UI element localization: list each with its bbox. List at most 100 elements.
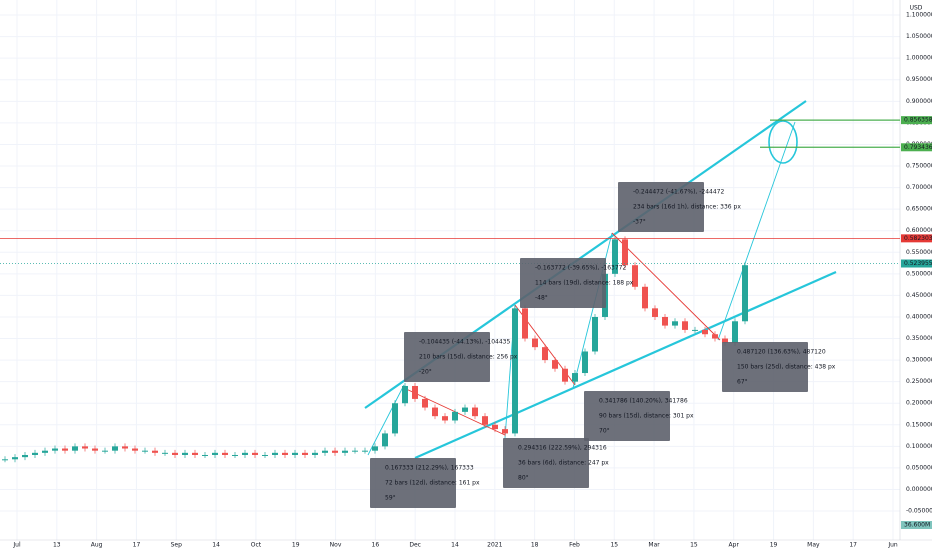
candle xyxy=(132,448,138,451)
currency-label: USD xyxy=(910,5,923,12)
candle xyxy=(422,398,428,408)
candle xyxy=(292,452,298,455)
measure-angle: -37° xyxy=(633,219,646,226)
x-tick-label: 19 xyxy=(292,542,300,549)
y-tick-label: 0.050000 xyxy=(906,464,932,471)
y-tick-label: 0.650000 xyxy=(906,206,932,213)
y-tick-label: 1.050000 xyxy=(906,33,932,40)
price-tag xyxy=(901,116,932,125)
candle xyxy=(82,446,88,449)
measure-bars: 90 bars (15d), distance: 301 px xyxy=(599,413,694,420)
x-tick-label: May xyxy=(807,542,820,549)
y-tick-label: 0.450000 xyxy=(906,292,932,299)
x-tick-label: Dec xyxy=(409,542,421,549)
x-tick-label: 18 xyxy=(531,542,539,549)
candle xyxy=(242,452,248,455)
candle xyxy=(272,452,278,455)
measure-price: -0.104435 (-44.13%), -104435 xyxy=(419,339,510,346)
price-tag-label: 0.793436 xyxy=(904,144,932,151)
y-tick-label: 0.000000 xyxy=(906,486,932,493)
measure-angle: 70° xyxy=(599,428,610,435)
measure-box xyxy=(520,258,606,308)
y-tick-label: 0.500000 xyxy=(906,270,932,277)
measure-box xyxy=(584,391,670,441)
candle xyxy=(662,316,668,326)
y-tick-label: 0.250000 xyxy=(906,378,932,385)
candle xyxy=(492,424,498,430)
x-tick-label: 14 xyxy=(451,542,459,549)
measure-angle: 59° xyxy=(385,495,396,502)
candle xyxy=(722,338,728,343)
candle xyxy=(562,368,568,382)
candle xyxy=(612,239,618,274)
price-tag-label: 0.856358 xyxy=(904,117,932,124)
measure-box xyxy=(722,342,808,392)
y-tick-label: 0.300000 xyxy=(906,357,932,364)
x-tick-label: Sep xyxy=(171,542,183,549)
candle xyxy=(42,450,48,453)
candle xyxy=(632,265,638,287)
candle xyxy=(402,385,408,404)
measure-line xyxy=(717,121,796,341)
candle xyxy=(682,321,688,330)
candle xyxy=(642,286,648,309)
measure-box xyxy=(370,458,456,508)
measure-angle: 67° xyxy=(737,379,748,386)
y-tick-label: 0.900000 xyxy=(906,98,932,105)
y-tick-label: 0.400000 xyxy=(906,313,932,320)
volume-tag xyxy=(901,521,932,529)
candle xyxy=(192,452,198,455)
measure-bars: 234 bars (16d 1h), distance: 336 px xyxy=(633,204,741,211)
candle xyxy=(572,373,578,382)
candle xyxy=(512,308,518,434)
measure-price: 0.341786 (140.20%), 341786 xyxy=(599,398,688,405)
measure-price: 0.167333 (212.29%), 167333 xyxy=(385,465,474,472)
candle xyxy=(102,450,108,452)
candle xyxy=(12,457,18,460)
x-tick-label: 15 xyxy=(610,542,618,549)
candle xyxy=(652,308,658,317)
candle xyxy=(412,385,418,399)
y-tick-label: 0.600000 xyxy=(906,227,932,234)
candle xyxy=(2,459,8,461)
candle xyxy=(522,308,528,339)
candle xyxy=(672,321,678,326)
candle xyxy=(702,329,708,335)
candle xyxy=(362,450,368,452)
measure-angle: 80° xyxy=(518,475,529,482)
volume-tag-label: 36.600M xyxy=(904,522,930,529)
y-tick-label: 0.100000 xyxy=(906,443,932,450)
price-tag-label: 0.523955 xyxy=(904,260,932,267)
candle xyxy=(462,407,468,412)
measure-price: -0.163772 (-39.65%), -163772 xyxy=(535,265,626,272)
candle xyxy=(452,411,458,421)
price-tag xyxy=(901,143,932,152)
candle xyxy=(152,450,158,453)
candle xyxy=(372,446,378,451)
drop-line xyxy=(403,387,506,436)
candle xyxy=(202,454,208,456)
y-tick-label: -0.050000 xyxy=(906,508,932,515)
x-tick-label: Apr xyxy=(729,542,740,549)
x-tick-label: Oct xyxy=(251,542,262,549)
candle xyxy=(442,416,448,421)
candle xyxy=(122,446,128,449)
candle xyxy=(332,450,338,453)
y-tick-label: 0.750000 xyxy=(906,163,932,170)
measure-bars: 114 bars (19d), distance: 188 px xyxy=(535,280,634,287)
candle xyxy=(692,329,698,331)
measure-price: 0.487120 (136.63%), 487120 xyxy=(737,349,826,356)
candle xyxy=(472,407,478,417)
candle xyxy=(732,321,738,343)
candle xyxy=(62,448,68,451)
target-circle xyxy=(768,120,798,164)
candle xyxy=(552,360,558,369)
y-tick-label: 0.200000 xyxy=(906,400,932,407)
x-tick-label: 19 xyxy=(770,542,778,549)
candle xyxy=(392,403,398,434)
candle xyxy=(382,433,388,447)
x-tick-label: 17 xyxy=(849,542,857,549)
candle xyxy=(182,452,188,455)
